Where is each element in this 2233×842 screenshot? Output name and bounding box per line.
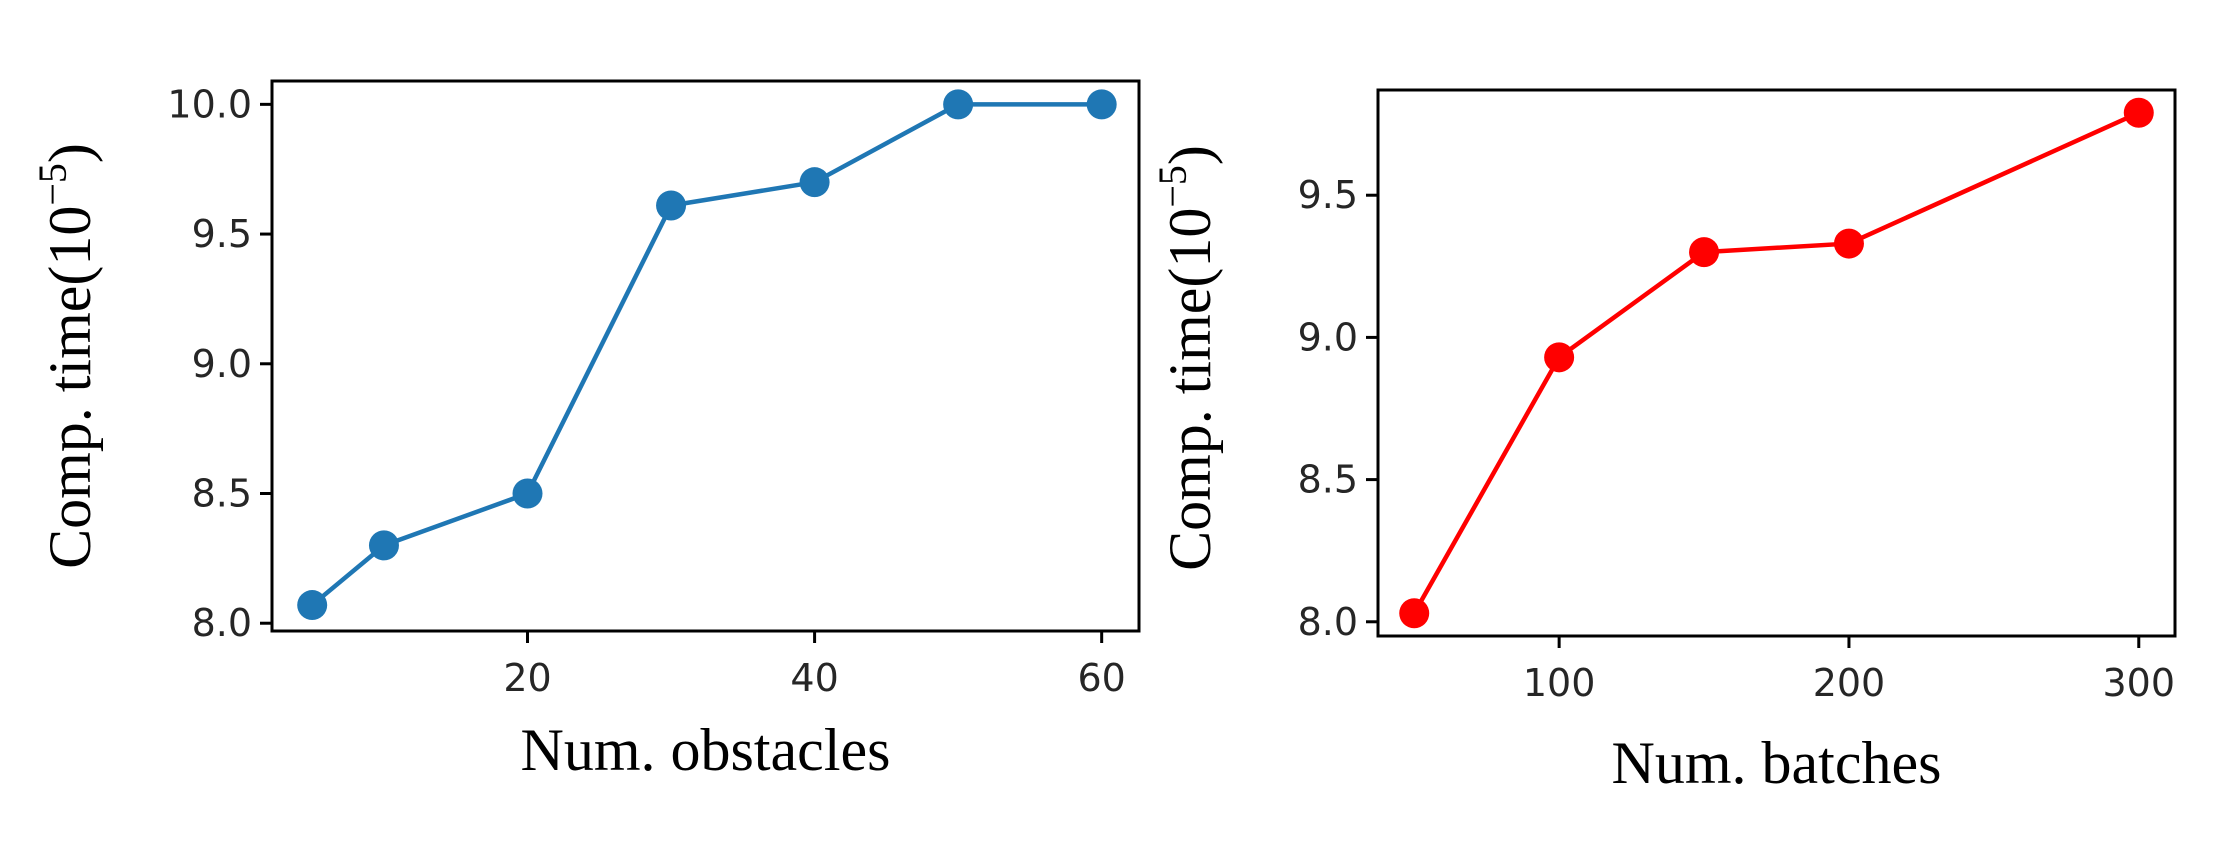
y-axis-label-close: ) <box>37 143 103 163</box>
data-point <box>1086 89 1117 120</box>
data-point <box>512 478 543 509</box>
data-point <box>368 530 399 561</box>
y-axis-label-exponent: −5 <box>30 163 75 206</box>
series-line <box>1412 110 2140 615</box>
y-axis-label: Comp. time(10−5) <box>1150 145 1223 571</box>
chart-batches: 100 200 300 8.0 8.5 9.0 9.5 Num. batches Comp. t… <box>1150 88 2177 796</box>
data-point <box>2123 97 2154 128</box>
x-axis-label: Num. batches <box>1612 730 1942 796</box>
y-axis-label-text: Comp. time(10 <box>1157 208 1223 571</box>
y-axis-label-text: Comp. time(10 <box>37 206 103 569</box>
plot-frame <box>1376 88 2177 638</box>
data-point <box>656 190 687 221</box>
x-tick-label: 60 <box>1077 656 1125 700</box>
y-tick-label: 9.0 <box>1298 315 1358 359</box>
y-tick-label: 8.0 <box>1298 600 1358 644</box>
data-point <box>1544 342 1575 373</box>
data-point <box>1399 598 1430 629</box>
x-tick-label: 300 <box>2103 661 2176 705</box>
data-point <box>1689 237 1720 268</box>
x-tick-label: 100 <box>1523 661 1596 705</box>
x-axis-label: Num. obstacles <box>521 717 891 783</box>
x-tick-label: 40 <box>790 656 838 700</box>
x-tick-label: 200 <box>1813 661 1886 705</box>
y-tick-label: 10.0 <box>167 82 252 126</box>
y-tick-label: 9.5 <box>1298 173 1358 217</box>
data-point <box>297 590 328 621</box>
y-tick-label: 8.5 <box>192 472 252 516</box>
y-tick-label: 8.0 <box>192 601 252 645</box>
data-point <box>943 89 974 120</box>
y-axis-label-close: ) <box>1157 145 1223 165</box>
y-tick-label: 9.5 <box>192 212 252 256</box>
x-tick-label: 20 <box>503 656 551 700</box>
series-line <box>310 102 1102 607</box>
y-tick-label: 9.0 <box>192 342 252 386</box>
data-point <box>1833 228 1864 259</box>
y-tick-label: 8.5 <box>1298 458 1358 502</box>
chart-obstacles: 20 40 60 8.0 8.5 9.0 9.5 10.0 Num. obstacles Comp… <box>30 79 1141 783</box>
data-point <box>799 167 830 198</box>
y-axis-label-exponent: −5 <box>1150 165 1195 208</box>
y-axis-label: Comp. time(10−5) <box>30 143 103 569</box>
plot-frame <box>270 79 1141 633</box>
